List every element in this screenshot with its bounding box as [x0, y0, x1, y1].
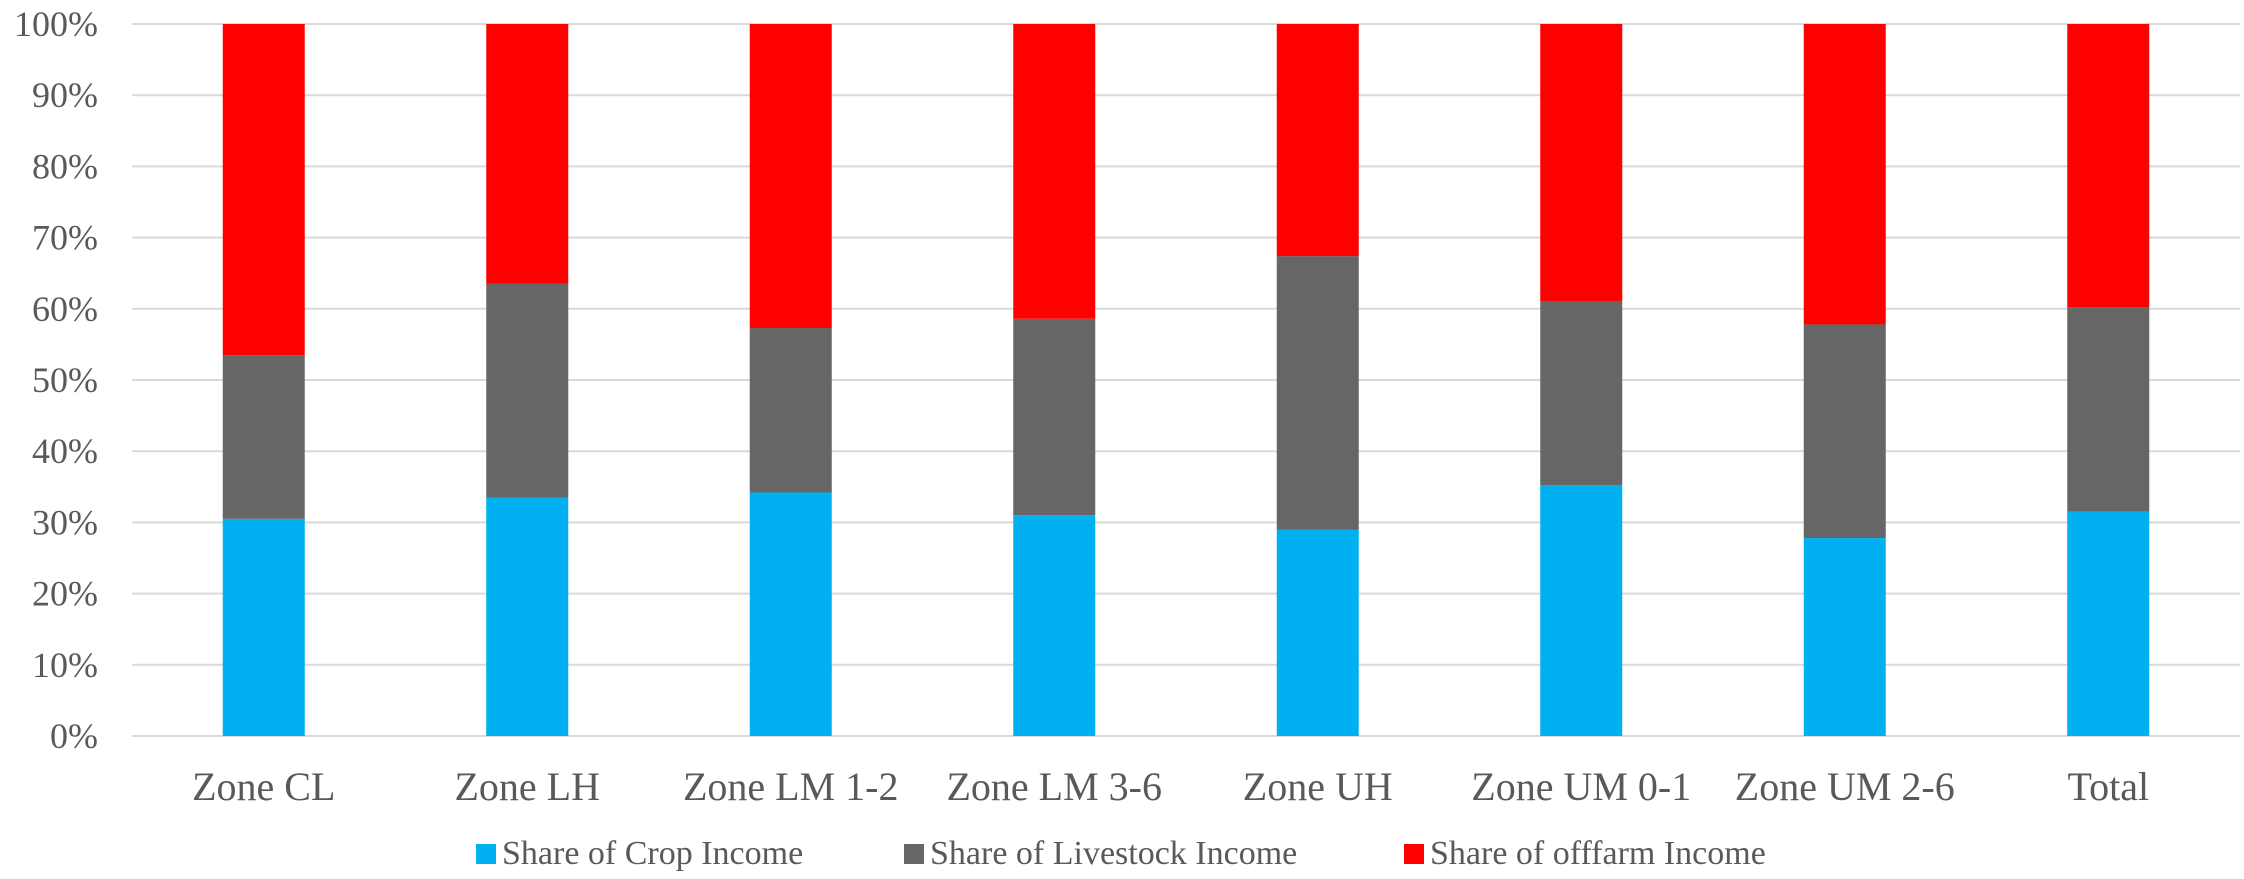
x-category-label: Zone CL	[192, 764, 335, 809]
bar-segment-crop	[2067, 511, 2150, 736]
legend-label: Share of offfarm Income	[1430, 835, 1766, 872]
y-tick-label: 0%	[50, 716, 98, 756]
legend: Share of Crop Income Share of Livestock I…	[476, 835, 1766, 872]
y-tick-label: 20%	[32, 574, 98, 614]
x-axis-category-labels: Zone CL Zone LH Zone LM 1-2 Zone LM 3-6 Zone…	[192, 764, 2149, 809]
x-category-label: Zone UM 0-1	[1471, 764, 1691, 809]
legend-swatch	[1404, 844, 1424, 864]
bar-segment-crop	[1803, 538, 1886, 736]
legend-label: Share of Livestock Income	[930, 835, 1297, 872]
y-axis-tick-labels: 0% 10% 20% 30% 40% 50% 60% 70% 80% 90% 100%	[14, 4, 98, 756]
x-category-label: Zone UM 2-6	[1735, 764, 1955, 809]
bar-segment-crop	[1276, 529, 1359, 736]
bar-segment-livestock	[1276, 256, 1359, 530]
bar-segment-offfarm	[1540, 24, 1623, 301]
bar-segment-livestock	[1013, 318, 1096, 516]
y-tick-label: 40%	[32, 431, 98, 471]
x-category-label: Zone LM 1-2	[683, 764, 899, 809]
legend-item: Share of offfarm Income	[1404, 835, 1766, 872]
bar-segment-crop	[1540, 485, 1623, 736]
legend-item: Share of Livestock Income	[904, 835, 1297, 872]
bar-segment-livestock	[2067, 307, 2150, 512]
bar-segment-livestock	[222, 355, 305, 519]
bar-segment-crop	[1013, 515, 1096, 736]
y-tick-label: 70%	[32, 218, 98, 258]
bar-segment-crop	[749, 492, 832, 736]
legend-swatch	[904, 844, 924, 864]
bar-segment-livestock	[486, 283, 569, 498]
gridlines	[132, 23, 2240, 737]
bar-segment-offfarm	[1803, 24, 1886, 325]
y-tick-label: 90%	[32, 75, 98, 115]
y-tick-label: 100%	[14, 4, 98, 44]
bar-segment-offfarm	[1276, 24, 1359, 257]
bar-segment-offfarm	[749, 24, 832, 329]
bar-segment-offfarm	[486, 24, 569, 284]
y-tick-label: 30%	[32, 502, 98, 542]
bar-segment-livestock	[1803, 324, 1886, 539]
bar-segment-livestock	[1540, 300, 1623, 486]
x-category-label: Zone UH	[1243, 764, 1393, 809]
bar-segment-offfarm	[222, 24, 305, 356]
bars	[222, 24, 2150, 736]
bar-segment-offfarm	[2067, 24, 2150, 308]
legend-swatch	[476, 844, 496, 864]
legend-label: Share of Crop Income	[502, 835, 803, 872]
bar-segment-crop	[222, 518, 305, 736]
y-tick-label: 10%	[32, 645, 98, 685]
x-category-label: Total	[2067, 764, 2149, 809]
y-tick-label: 80%	[32, 146, 98, 186]
x-category-label: Zone LH	[454, 764, 600, 809]
legend-item: Share of Crop Income	[476, 835, 803, 872]
y-tick-label: 60%	[32, 289, 98, 329]
bar-segment-livestock	[749, 328, 832, 493]
y-tick-label: 50%	[32, 360, 98, 400]
bar-segment-offfarm	[1013, 24, 1096, 319]
bar-segment-crop	[486, 497, 569, 736]
x-category-label: Zone LM 3-6	[946, 764, 1162, 809]
